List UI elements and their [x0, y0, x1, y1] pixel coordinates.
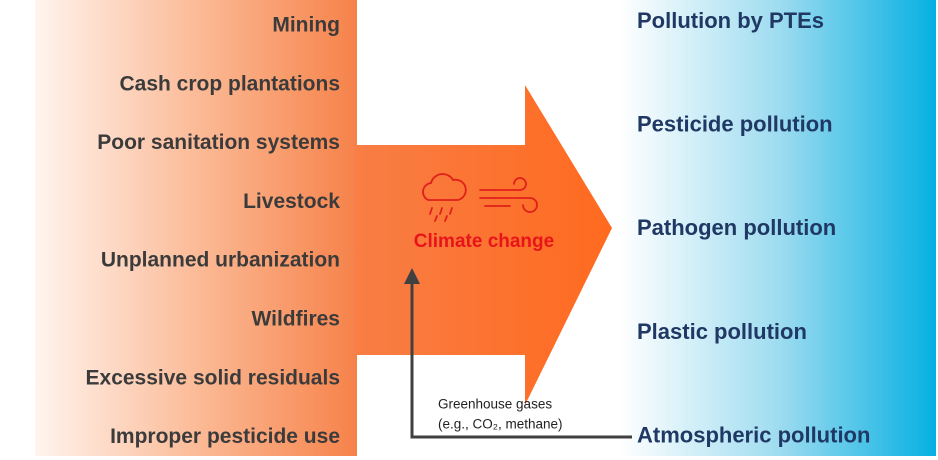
- source-label: Cash crop plantations: [119, 72, 340, 95]
- outcome-label: Atmospheric pollution: [637, 423, 870, 448]
- outcomes: Pollution by PTEs Pesticide pollution Path…: [637, 8, 870, 448]
- feedback-label: Greenhouse gases: [438, 397, 552, 412]
- outcome-label: Plastic pollution: [637, 319, 807, 344]
- source-label: Wildfires: [252, 308, 341, 331]
- outcome-label: Pesticide pollution: [637, 112, 833, 137]
- outcome-label: Pollution by PTEs: [637, 8, 824, 33]
- feedback-label: (e.g., CO₂, methane): [438, 417, 563, 432]
- driver-label: Climate change: [414, 231, 554, 252]
- source-label: Unplanned urbanization: [101, 249, 340, 272]
- feedback-arrowhead: [404, 268, 420, 284]
- source-label: Excessive solid residuals: [86, 366, 340, 389]
- climate-icon: [422, 173, 538, 222]
- feedback-arrow: [410, 282, 632, 439]
- sources-panel: [35, 0, 357, 456]
- main-arrow: [355, 85, 612, 405]
- source-label: Mining: [272, 14, 340, 37]
- source-label: Livestock: [243, 190, 340, 213]
- outcomes-panel: [620, 0, 936, 456]
- source-label: Improper pesticide use: [110, 425, 340, 448]
- outcome-label: Pathogen pollution: [637, 215, 836, 240]
- sources: Mining Cash crop plantations Poor sanitati…: [86, 14, 341, 449]
- source-label: Poor sanitation systems: [97, 131, 340, 154]
